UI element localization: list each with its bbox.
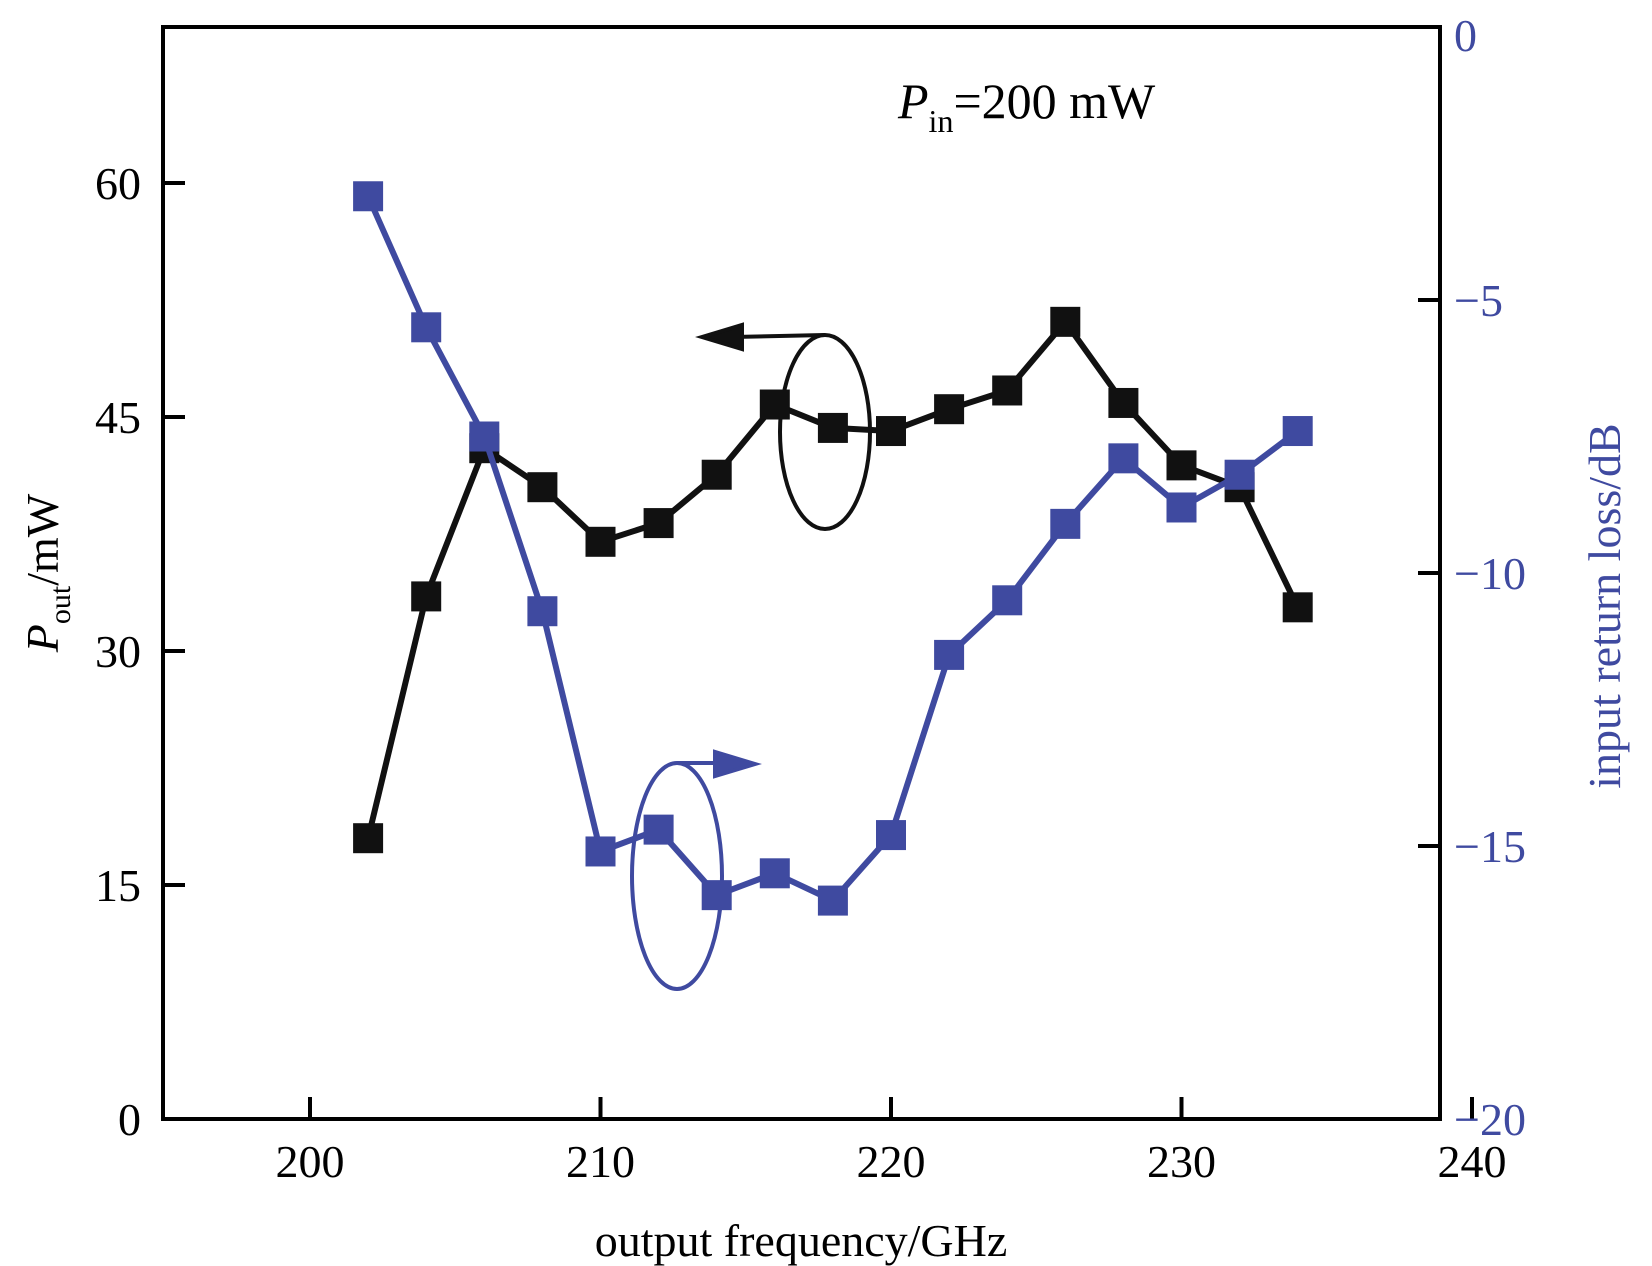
right-y-tick-label: −20 [1454, 1094, 1526, 1145]
output-power-series-point [934, 394, 965, 425]
x-tick-label: 230 [1147, 1136, 1216, 1187]
output-power-series-point [817, 412, 848, 443]
right-y-tick-label: 0 [1454, 10, 1477, 61]
right-y-axis-ticks: −20 −15 −10 −5 0 [1418, 10, 1526, 1145]
left-series-arrow-line [731, 333, 826, 339]
return-loss-series-point [1108, 443, 1139, 474]
x-tick-label: 200 [276, 1136, 345, 1187]
x-tick-label: 210 [566, 1136, 635, 1187]
output-power-series-point [1108, 387, 1139, 418]
output-power-series-point [876, 416, 906, 447]
return-loss-series-point [701, 880, 732, 911]
x-tick-label: 220 [857, 1136, 926, 1187]
return-loss-series-point [1224, 459, 1255, 490]
return-loss-series-point [1050, 508, 1081, 539]
return-loss-series-point [759, 858, 790, 889]
return-loss-series-point [992, 585, 1023, 616]
return-loss-series-point [876, 820, 906, 851]
left-y-label-symbol: P [17, 624, 68, 653]
return-loss-series-point [1282, 416, 1313, 447]
output-power-series-point [1166, 450, 1197, 481]
right-y-tick-label: −15 [1454, 821, 1526, 872]
output-power-series-point [992, 375, 1023, 406]
right-series-arrowhead [713, 749, 762, 779]
annotation-symbol: P [897, 73, 929, 129]
return-loss-series-point [469, 421, 500, 452]
output-power-series-point [643, 508, 674, 539]
x-axis-label: output frequency/GHz [595, 1215, 1008, 1266]
return-loss-series-point [527, 596, 558, 627]
annotation-value: =200 mW [953, 73, 1156, 129]
left-y-tick-label: 15 [95, 860, 141, 911]
annotation-subscript: in [929, 103, 954, 139]
return-loss-series-point [353, 181, 384, 212]
return-loss-series-point [934, 639, 965, 670]
input-power-annotation: Pin=200 mW [897, 73, 1156, 139]
output-power-series-line [365, 318, 1301, 839]
output-power-series-point [701, 459, 732, 490]
return-loss-series-point [817, 885, 848, 916]
left-y-tick-label: 30 [95, 626, 141, 677]
left-y-label-subscript: out [44, 585, 77, 624]
output-power-series-point [759, 389, 790, 420]
output-power-series-point [1050, 306, 1081, 337]
x-tick-label: 240 [1438, 1136, 1507, 1187]
return-loss-series-point [585, 836, 616, 867]
left-y-tick-label: 0 [118, 1094, 141, 1145]
left-series-arrowhead [695, 322, 744, 352]
output-power-series-point [527, 472, 558, 503]
right-y-tick-label: −10 [1454, 548, 1526, 599]
output-power-series-point [1282, 592, 1313, 623]
left-y-axis-label: Pout/mW [17, 493, 77, 653]
left-y-label-unit: /mW [17, 493, 68, 586]
output-power-series-point [353, 823, 384, 854]
right-y-axis-label: input return loss/dB [1579, 423, 1630, 788]
left-y-tick-label: 60 [95, 158, 141, 209]
series-layer [353, 181, 1313, 916]
x-axis-ticks: 200 210 220 230 240 [276, 1097, 1507, 1187]
left-y-tick-label: 45 [95, 392, 141, 443]
return-loss-series-point [411, 312, 442, 343]
return-loss-series-line [365, 195, 1300, 904]
right-series-ellipse [630, 761, 724, 991]
right-y-tick-label: −5 [1454, 275, 1503, 326]
right-series-axis-indicator [630, 749, 762, 991]
output-power-series-point [411, 581, 442, 612]
left-y-axis-ticks: 0 15 30 45 60 [95, 158, 185, 1145]
return-loss-series-point [1166, 492, 1197, 523]
return-loss-series-point [643, 814, 674, 845]
output-power-series-point [585, 526, 616, 557]
